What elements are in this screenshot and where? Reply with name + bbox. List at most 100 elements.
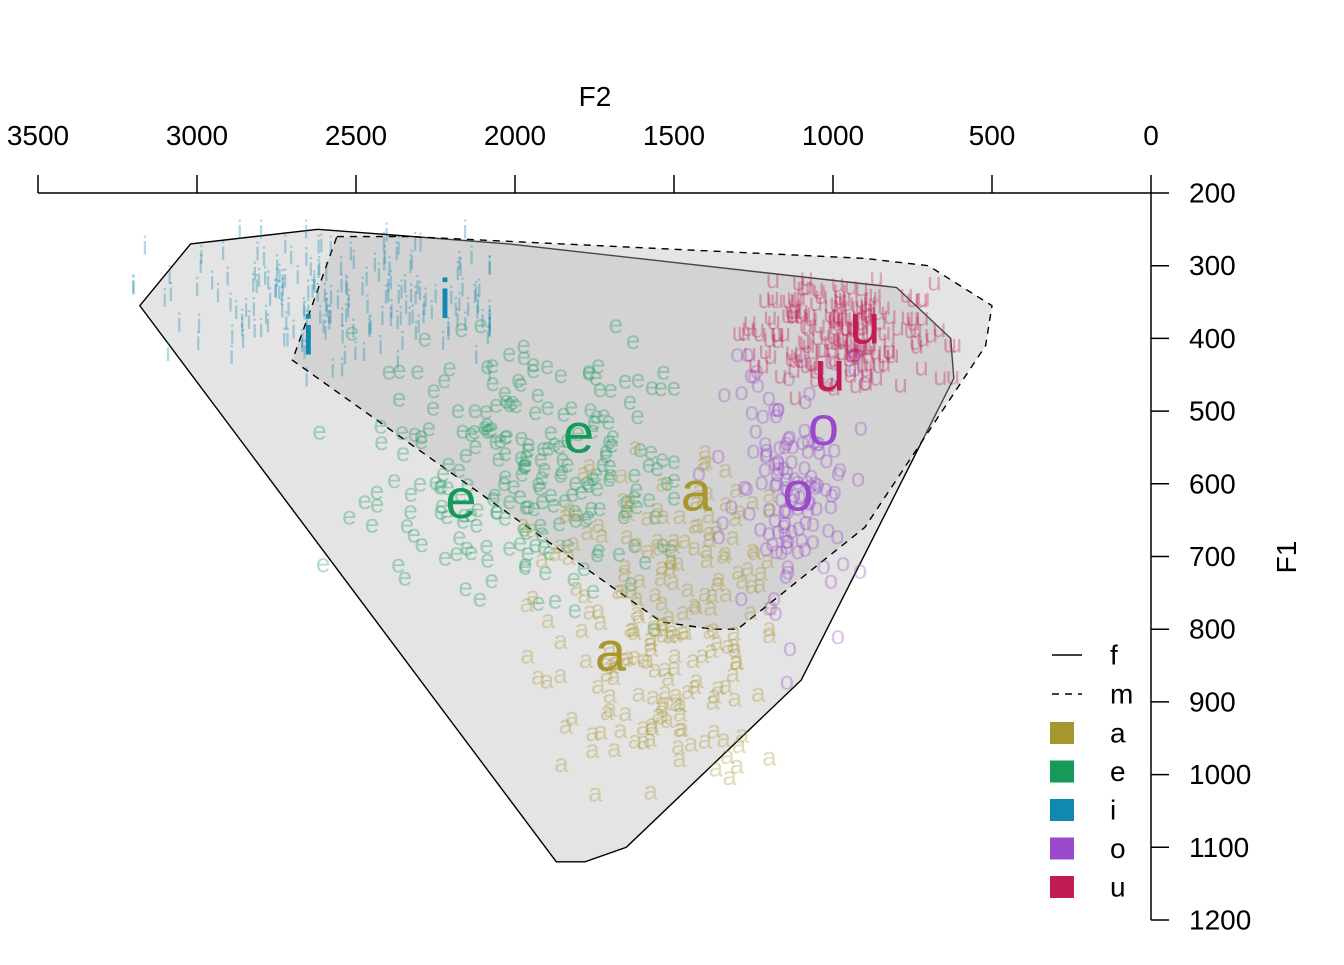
token-e: e: [498, 437, 512, 467]
token-o: o: [762, 382, 776, 412]
token-e: e: [513, 480, 527, 510]
token-u: u: [787, 289, 801, 319]
token-a: a: [629, 528, 644, 558]
token-u: u: [882, 335, 896, 365]
legend-swatch-i: [1050, 799, 1074, 821]
token-u: u: [862, 331, 876, 361]
token-a: a: [623, 485, 638, 515]
token-e: e: [521, 428, 535, 458]
token-e: e: [373, 410, 387, 440]
token-i: i: [225, 261, 231, 291]
token-o: o: [779, 525, 793, 555]
token-e: e: [588, 362, 602, 392]
token-u: u: [862, 347, 876, 377]
token-o: o: [771, 445, 785, 475]
token-a: a: [585, 734, 600, 764]
token-u: u: [771, 324, 785, 354]
token-i: i: [209, 265, 215, 295]
token-i: i: [383, 279, 389, 309]
token-a: a: [655, 551, 670, 581]
token-a: a: [671, 730, 686, 760]
token-e: e: [667, 371, 681, 401]
token-a: a: [630, 597, 645, 627]
token-u: u: [808, 363, 822, 393]
token-a: a: [582, 596, 597, 626]
token-a: a: [579, 644, 594, 674]
centroid-a-m: a: [681, 460, 713, 523]
token-e: e: [623, 385, 637, 415]
token-u: u: [833, 274, 847, 304]
token-o: o: [770, 458, 784, 488]
token-o: o: [801, 434, 815, 464]
token-u: u: [770, 284, 784, 314]
token-a: a: [595, 519, 610, 549]
token-u: u: [743, 337, 757, 367]
token-e: e: [407, 519, 421, 549]
token-i: i: [304, 242, 310, 272]
token-a: a: [604, 650, 619, 680]
token-e: e: [498, 460, 512, 490]
token-o: o: [808, 467, 822, 497]
token-e: e: [414, 528, 428, 558]
centroid-e-f: e: [445, 467, 476, 530]
token-a: a: [554, 748, 569, 778]
token-o: o: [819, 444, 833, 474]
token-e: e: [403, 495, 417, 525]
token-e: e: [427, 374, 441, 404]
token-a: a: [705, 686, 720, 716]
token-a: a: [637, 644, 652, 674]
token-u: u: [861, 340, 875, 370]
token-a: a: [726, 521, 741, 551]
token-a: a: [656, 686, 671, 716]
token-i: i: [416, 310, 422, 340]
token-e: e: [544, 416, 558, 446]
token-a: a: [729, 473, 744, 503]
token-o: o: [772, 431, 786, 461]
token-o: o: [780, 665, 794, 695]
token-i: i: [343, 298, 349, 328]
token-u: u: [834, 291, 848, 321]
token-e: e: [517, 341, 531, 371]
token-a: a: [562, 492, 577, 522]
token-u: u: [812, 275, 826, 305]
token-o: o: [780, 473, 794, 503]
token-e: e: [473, 309, 487, 339]
token-i: i: [302, 335, 308, 365]
token-e: e: [568, 495, 582, 525]
y-tick-label: 400: [1189, 323, 1236, 354]
token-a: a: [722, 761, 737, 791]
token-e: e: [518, 448, 532, 478]
token-u: u: [854, 284, 868, 314]
token-e: e: [459, 439, 473, 469]
token-i: i: [398, 301, 404, 331]
token-a: a: [699, 535, 714, 565]
token-a: a: [647, 605, 662, 635]
token-e: e: [655, 443, 669, 473]
token-u: u: [810, 272, 824, 302]
token-a: a: [681, 675, 696, 705]
token-a: a: [626, 613, 641, 643]
token-a: a: [664, 545, 679, 575]
axes: 3500 3000 2500 2000 1500 1000 500 0 200 300 400 500…: [7, 120, 1251, 936]
token-i: i: [258, 313, 264, 343]
token-a: a: [613, 714, 628, 744]
token-o: o: [798, 506, 812, 536]
token-i: i: [361, 337, 367, 367]
token-e: e: [555, 456, 569, 486]
token-e: e: [521, 433, 535, 463]
token-e: e: [513, 527, 527, 557]
token-a: a: [709, 753, 724, 783]
token-u: u: [795, 295, 809, 325]
token-e: e: [646, 612, 660, 642]
token-e: e: [608, 309, 622, 339]
token-e: e: [574, 475, 588, 505]
token-a: a: [687, 588, 702, 618]
token-a: a: [688, 509, 703, 539]
token-e: e: [515, 458, 529, 488]
token-e: e: [582, 469, 596, 499]
token-i: i: [342, 341, 348, 371]
token-e: e: [434, 469, 448, 499]
token-i: i: [440, 326, 446, 356]
